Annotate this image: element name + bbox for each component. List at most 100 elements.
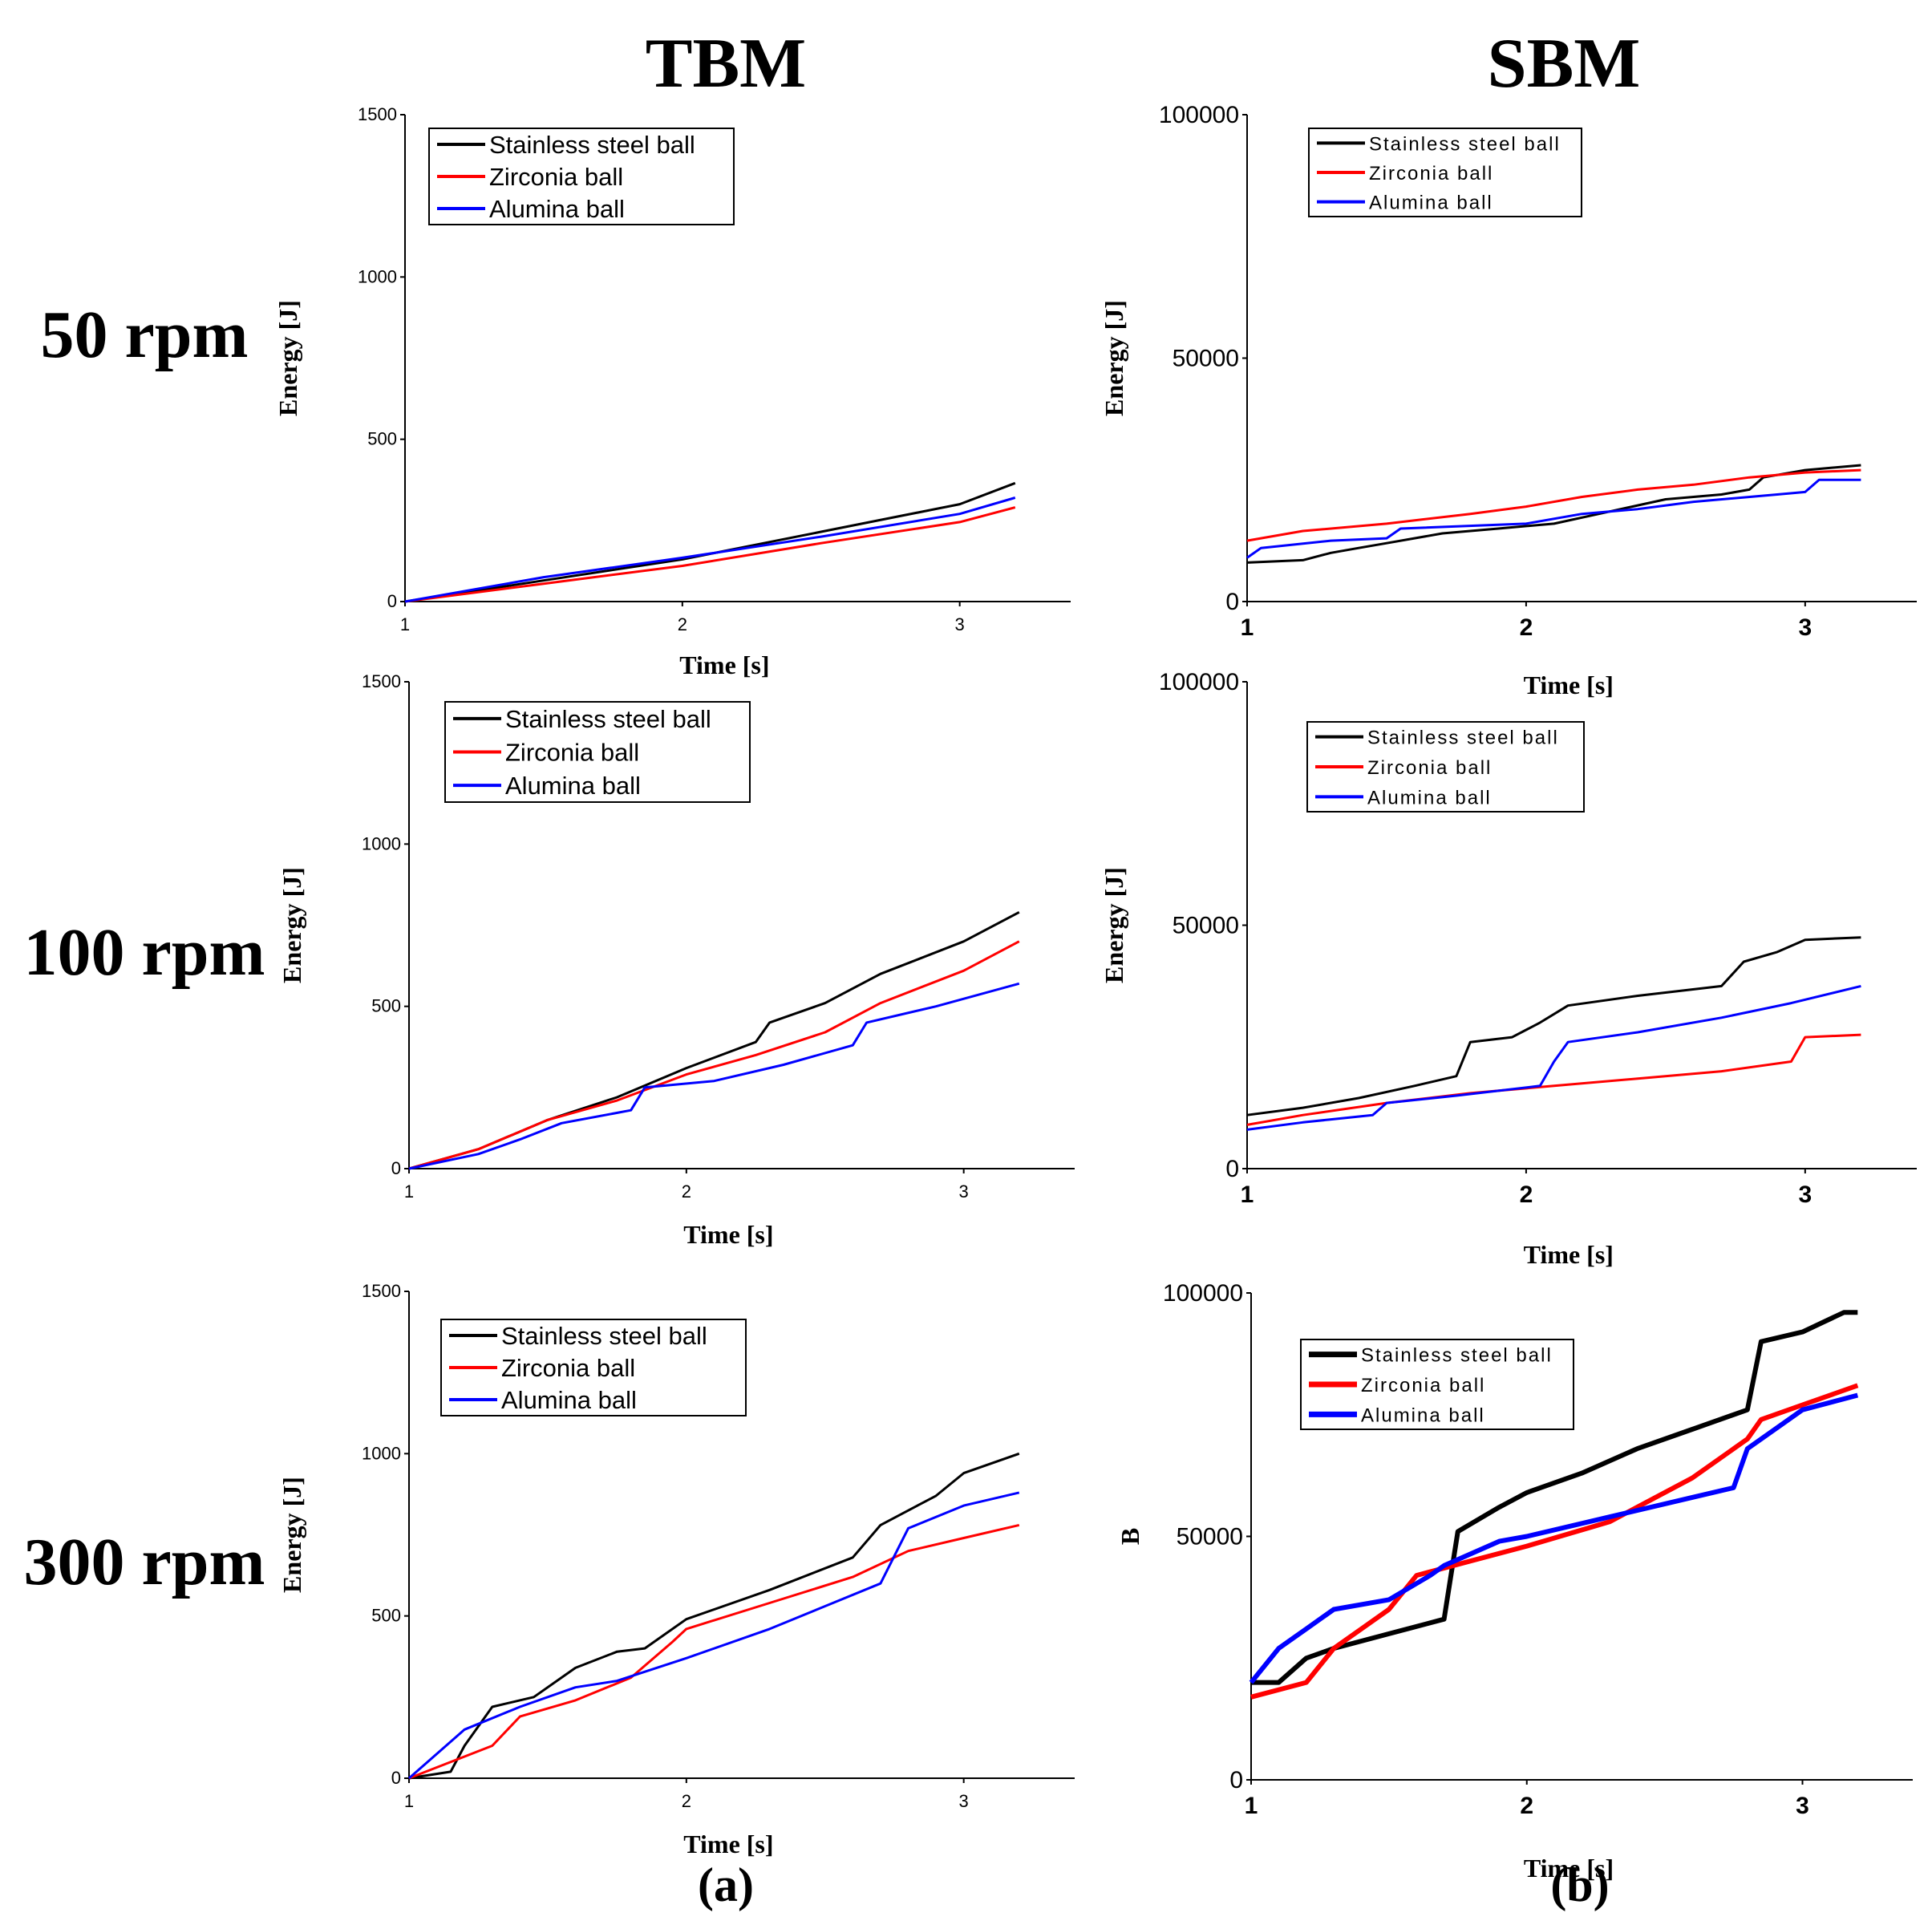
y-tick-label: 50000 xyxy=(1173,346,1239,372)
x-tick-label: 3 xyxy=(1798,614,1812,641)
legend-label: Zirconia ball xyxy=(489,163,623,191)
y-tick-label: 50000 xyxy=(1177,1524,1243,1550)
x-tick-label: 1 xyxy=(400,614,410,634)
chart-sbm-50: 0 50000 100000 1 2 3 Time [s] Energy [J] Stainle… xyxy=(1100,102,1917,699)
legend-label: Alumina ball xyxy=(489,195,625,223)
x-tick-label: 1 xyxy=(1245,1793,1258,1819)
legend-label: Alumina ball xyxy=(1361,1404,1485,1426)
chart-tbm-50: 0 500 1000 1500 1 2 3 Time [s] Energy [J] Stainle… xyxy=(273,104,1071,679)
y-tick-label: 0 xyxy=(391,1158,401,1178)
x-tick-label: 2 xyxy=(1520,614,1533,641)
x-axis-title: Time [s] xyxy=(1524,1240,1614,1269)
x-tick-label: 2 xyxy=(682,1181,691,1202)
y-axis-title: Energy [J] xyxy=(277,867,306,983)
y-axis-title: Energy [J] xyxy=(1100,867,1128,983)
y-tick-label: 1500 xyxy=(362,1281,401,1301)
y-tick-label: 50000 xyxy=(1173,913,1239,939)
series-line-alumina-ball xyxy=(408,982,1020,1170)
legend-label: Stainless steel ball xyxy=(505,705,711,733)
legend-label: Zirconia ball xyxy=(1367,757,1492,779)
y-tick-label: 0 xyxy=(1229,1767,1243,1793)
series-line-stainless-steel-ball xyxy=(1251,1310,1858,1685)
legend-label: Alumina ball xyxy=(501,1386,637,1414)
y-tick-label: 500 xyxy=(367,429,397,449)
series-line-zirconia-ball xyxy=(1250,1383,1859,1700)
legend-label: Alumina ball xyxy=(505,772,641,800)
y-tick-label: 1000 xyxy=(358,266,397,286)
column-title-tbm: TBM xyxy=(646,25,806,103)
y-tick-label: 1500 xyxy=(358,104,397,124)
y-tick-label: 1000 xyxy=(362,1443,401,1463)
series-line-stainless-steel-ball xyxy=(408,1452,1020,1780)
legend-label: Zirconia ball xyxy=(1361,1375,1485,1396)
chart-sbm-300: 0 50000 100000 1 2 3 Time [s] B Stainless steel … xyxy=(1116,1280,1913,1882)
y-tick-label: 100000 xyxy=(1159,669,1239,695)
y-axis-title: B xyxy=(1116,1528,1144,1545)
legend-label: Stainless steel ball xyxy=(1369,133,1561,155)
legend-label: Stainless steel ball xyxy=(489,131,695,159)
x-tick-label: 3 xyxy=(1798,1181,1812,1208)
series-line-zirconia-ball xyxy=(404,506,1016,603)
legend-label: Alumina ball xyxy=(1367,787,1492,809)
series-line-zirconia-ball xyxy=(408,940,1020,1170)
column-title-sbm: SBM xyxy=(1488,25,1641,103)
y-axis-title: Energy [J] xyxy=(273,300,302,416)
panel-label-b: (b) xyxy=(1550,1858,1609,1911)
row-label-300rpm: 300 rpm xyxy=(24,1525,265,1599)
y-tick-label: 1000 xyxy=(362,833,401,853)
series-line-stainless-steel-ball xyxy=(404,481,1016,603)
series-line-alumina-ball xyxy=(1246,478,1861,559)
x-tick-label: 1 xyxy=(404,1181,414,1202)
legend: Stainless steel ball Zirconia ball Alumina… xyxy=(1306,721,1585,813)
legend-label: Stainless steel ball xyxy=(1367,727,1559,749)
panel-label-a: (a) xyxy=(698,1858,754,1911)
x-tick-label: 1 xyxy=(1241,1181,1254,1208)
y-axis-title: Energy [J] xyxy=(277,1477,306,1593)
y-tick-label: 500 xyxy=(371,1606,401,1626)
chart-tbm-300: 0 500 1000 1500 1 2 3 Time [s] Energy [J] Stainle… xyxy=(277,1281,1075,1858)
legend: Stainless steel ball Zirconia ball Alumina… xyxy=(428,128,735,225)
series-line-stainless-steel-ball xyxy=(1246,936,1861,1117)
series-line-stainless-steel-ball xyxy=(1246,464,1861,564)
legend: Stainless steel ball Zirconia ball Alumina… xyxy=(1300,1339,1574,1430)
y-tick-label: 100000 xyxy=(1163,1280,1243,1307)
y-tick-label: 0 xyxy=(391,1768,401,1788)
series-line-alumina-ball xyxy=(408,1491,1020,1780)
y-tick-label: 0 xyxy=(1225,589,1239,615)
series-line-zirconia-ball xyxy=(408,1523,1020,1780)
y-tick-label: 0 xyxy=(387,591,397,611)
series-line-alumina-ball xyxy=(1249,1392,1859,1684)
x-axis-title: Time [s] xyxy=(683,1830,773,1858)
y-tick-label: 100000 xyxy=(1159,102,1239,128)
x-tick-label: 1 xyxy=(404,1791,414,1811)
series-line-stainless-steel-ball xyxy=(408,910,1020,1170)
x-tick-label: 1 xyxy=(1241,614,1254,641)
series-line-zirconia-ball xyxy=(1246,1033,1861,1126)
legend-label: Zirconia ball xyxy=(1369,163,1493,184)
x-axis-title: Time [s] xyxy=(1524,671,1614,699)
legend-label: Zirconia ball xyxy=(501,1354,635,1382)
y-tick-label: 0 xyxy=(1225,1156,1239,1182)
legend-label: Zirconia ball xyxy=(505,739,639,767)
x-tick-label: 2 xyxy=(678,614,687,634)
chart-sbm-100: 0 50000 100000 1 2 3 Time [s] Energy [J] Stainle… xyxy=(1100,669,1917,1269)
legend-label: Alumina ball xyxy=(1369,193,1493,214)
row-label-50rpm: 50 rpm xyxy=(41,298,249,372)
y-tick-label: 500 xyxy=(371,996,401,1016)
legend-label: Stainless steel ball xyxy=(501,1322,707,1350)
series-line-zirconia-ball xyxy=(1246,468,1861,542)
row-label-100rpm: 100 rpm xyxy=(24,915,265,990)
legend: Stainless steel ball Zirconia ball Alumina… xyxy=(444,701,751,803)
x-axis-title: Time [s] xyxy=(679,650,769,679)
x-tick-label: 3 xyxy=(959,1791,969,1811)
x-tick-label: 2 xyxy=(1520,1793,1533,1819)
x-axis-title: Time [s] xyxy=(1524,1854,1614,1882)
x-axis-title: Time [s] xyxy=(683,1220,773,1249)
series-line-alumina-ball xyxy=(404,496,1016,603)
y-axis-title: Energy [J] xyxy=(1100,300,1128,416)
series-line-alumina-ball xyxy=(1246,984,1861,1131)
legend: Stainless steel ball Zirconia ball Alumina… xyxy=(440,1319,747,1416)
x-tick-label: 2 xyxy=(682,1791,691,1811)
